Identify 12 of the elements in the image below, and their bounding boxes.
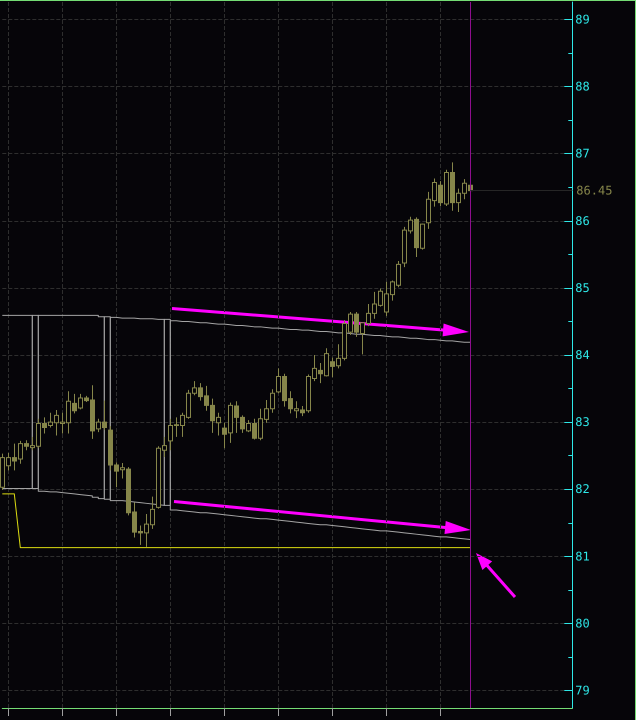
y-tick-label: 79 bbox=[575, 684, 590, 698]
y-tick-label: 81 bbox=[575, 549, 590, 564]
ref-line-label: 86.45 bbox=[576, 184, 612, 198]
y-tick-label: 86 bbox=[575, 214, 590, 228]
y-tick-label: 82 bbox=[575, 482, 590, 496]
y-tick-label: 85 bbox=[575, 280, 590, 295]
y-tick-label: 83 bbox=[575, 415, 590, 430]
y-tick-label: 88 bbox=[575, 80, 590, 94]
y-tick-label: 87 bbox=[575, 146, 590, 161]
y-tick-label: 84 bbox=[575, 348, 590, 362]
y-tick-label: 89 bbox=[575, 12, 590, 26]
y-tick-label: 80 bbox=[575, 616, 590, 630]
